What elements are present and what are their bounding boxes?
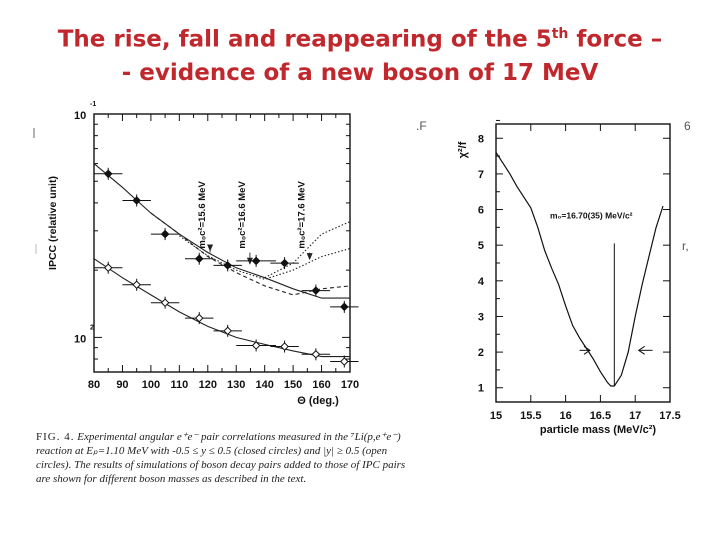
- closed-data-point: [340, 302, 349, 312]
- closed-data-point: [223, 261, 232, 270]
- x-tick-label: 170: [341, 379, 359, 391]
- x-tick-label: 16.5: [590, 410, 611, 422]
- x-tick-label: 120: [199, 379, 217, 391]
- x-tick-label: 15: [490, 410, 502, 422]
- y-tick-label-exp: -1: [90, 101, 96, 108]
- x-tick-label: 15.5: [520, 410, 541, 422]
- sigma-arrow-right: [637, 345, 645, 355]
- open-data-point: [251, 341, 261, 350]
- closed-data-point: [194, 254, 204, 264]
- closed-data-point: [132, 196, 141, 205]
- y-axis-label: IPCC (relative unit): [47, 176, 59, 270]
- caption-label: FIG. 4.: [36, 431, 75, 443]
- open-data-point: [280, 342, 289, 351]
- chi-square-curve: [495, 152, 664, 387]
- open-data-point: [340, 357, 349, 366]
- mass-annotation: m₀c²=17.6 MeV: [297, 181, 308, 249]
- open-data-point: [194, 313, 204, 323]
- page-fragment-text: 6: [684, 119, 691, 133]
- y-tick-label: 3: [478, 311, 484, 323]
- mass-annotation: m₀c²=16.6 MeV: [237, 181, 248, 249]
- annotation-arrow-head: [306, 253, 313, 261]
- fit-result-annotation: m₀=16.70(35) MeV/c²: [550, 210, 633, 220]
- y-tick-label-base: 10: [74, 333, 86, 345]
- dashed-curve: [150, 212, 351, 296]
- dotted-curve: [264, 221, 351, 279]
- y-tick-label: 2: [478, 347, 484, 359]
- y-tick-label: 8: [478, 133, 484, 145]
- solid-curve: [93, 163, 350, 299]
- title-text-post: force –: [568, 26, 663, 53]
- plot-frame: [495, 123, 671, 403]
- caption-text: Experimental angular e⁺e⁻ pair correlati…: [36, 431, 406, 485]
- open-data-point: [311, 350, 321, 359]
- closed-data-point: [103, 169, 113, 179]
- title-superscript: th: [551, 26, 569, 42]
- y-tick-label: 5: [478, 240, 484, 252]
- mass-annotation: m₀c²=15.6 MeV: [197, 181, 208, 249]
- open-data-point: [160, 298, 170, 308]
- closed-data-point: [311, 286, 321, 295]
- closed-data-point: [280, 258, 289, 268]
- page-fragment-text: .F: [416, 119, 427, 133]
- open-data-point: [103, 263, 113, 273]
- chi-square-chart: .F 6 r, 1 2 3 4 5 6 7 8 15 15.5 16 16.5 17 17.5particle …: [416, 119, 691, 436]
- y-tick-label: 4: [478, 276, 485, 288]
- slide-title-line-2: - evidence of a new boson of 17 MeV: [121, 60, 599, 86]
- y-axis-label: χ²/f: [457, 141, 469, 158]
- sigma-arrow-left: [583, 345, 591, 355]
- x-tick-label: 16: [559, 410, 571, 422]
- x-tick-label: 160: [312, 379, 330, 391]
- x-tick-label: 80: [88, 379, 100, 391]
- solid-curve: [93, 258, 350, 358]
- annotation-arrow-head: [207, 244, 214, 252]
- slide-title-line-1: The rise, fall and reappearing of the 5t…: [0, 18, 720, 56]
- y-tick-label: 7: [478, 169, 484, 181]
- open-data-point: [132, 280, 141, 290]
- y-tick-label: 1: [478, 383, 484, 395]
- dotted-curve: [178, 235, 351, 280]
- x-tick-label: 17.5: [659, 410, 680, 422]
- closed-data-point: [160, 229, 170, 239]
- x-axis-label: Θ (deg.): [297, 395, 339, 407]
- figure-caption: FIG. 4. Experimental angular e⁺e⁻ pair c…: [36, 430, 416, 486]
- page-fragment-text: r,: [682, 239, 689, 253]
- y-tick-label: 6: [478, 205, 484, 217]
- x-tick-label: 150: [284, 379, 302, 391]
- x-tick-label: 110: [170, 379, 188, 391]
- x-tick-label: 100: [142, 379, 160, 391]
- title-text-pre: The rise, fall and reappearing of the 5: [57, 26, 552, 53]
- plot-frame: [93, 113, 351, 373]
- x-axis-label: particle mass (MeV/c²): [540, 424, 656, 436]
- x-tick-label: 130: [227, 379, 245, 391]
- y-tick-label-exp: 2: [90, 324, 94, 331]
- x-tick-label: 90: [116, 379, 128, 391]
- y-tick-label-base: 10: [74, 110, 86, 122]
- x-tick-label: 17: [629, 410, 641, 422]
- open-data-point: [223, 326, 232, 336]
- x-tick-label: 140: [255, 379, 273, 391]
- closed-data-point: [251, 256, 261, 266]
